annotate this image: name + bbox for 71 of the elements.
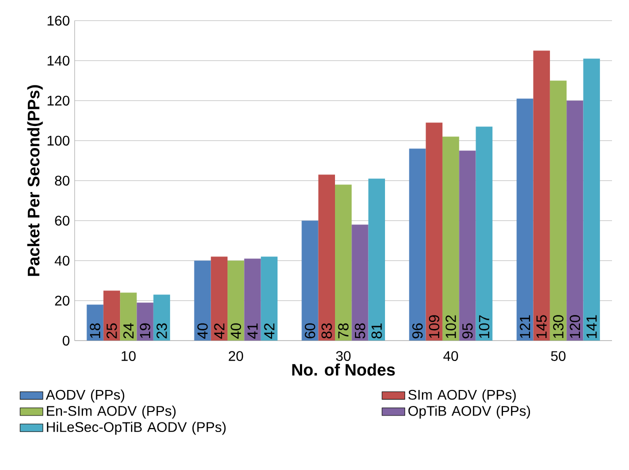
legend-label: AODV (PPs)	[46, 389, 124, 403]
data-label: 41	[248, 323, 258, 339]
bar	[302, 220, 318, 341]
data-label: 18	[90, 323, 100, 338]
data-label: 141	[586, 315, 597, 338]
bar	[318, 174, 335, 341]
data-label: 83	[321, 323, 332, 338]
data-label: 102	[446, 315, 456, 338]
bar	[153, 294, 170, 341]
y-tick-label: 160	[48, 16, 70, 26]
data-label: 121	[520, 315, 530, 338]
bar	[566, 100, 584, 341]
data-label: 109	[428, 315, 440, 338]
bar	[335, 184, 352, 341]
bar	[476, 126, 492, 341]
legend-label: OpTiB AODV (PPs)	[408, 406, 530, 419]
x-tick-label: 20	[228, 351, 244, 361]
bar	[368, 178, 386, 341]
x-tick-label: 40	[443, 351, 458, 361]
bar	[260, 256, 278, 341]
data-label: 60	[304, 323, 316, 338]
bar	[426, 122, 442, 341]
bar	[86, 304, 104, 341]
bar	[352, 224, 368, 341]
data-label: 145	[536, 315, 547, 338]
data-label: 58	[354, 323, 366, 338]
x-axis-title: No. of Nodes	[292, 363, 395, 376]
y-tick-label: 140	[48, 56, 70, 66]
bar	[103, 290, 120, 341]
bar	[136, 302, 154, 341]
data-label: 96	[412, 323, 423, 338]
bar	[244, 258, 261, 341]
data-label: 24	[123, 323, 134, 338]
legend-label: SIm AODV (PPs)	[408, 389, 516, 403]
data-label: 78	[338, 323, 349, 338]
bar	[516, 98, 534, 341]
bar	[194, 260, 211, 341]
x-tick-label: 30	[336, 351, 351, 361]
y-tick-label: 40	[54, 256, 70, 266]
bar	[442, 136, 460, 341]
y-tick-label: 60	[55, 216, 70, 226]
y-tick-label: 20	[55, 296, 70, 306]
data-label: 130	[553, 315, 564, 338]
bar	[533, 50, 550, 341]
bar	[120, 292, 137, 341]
data-label: 40	[197, 323, 208, 339]
data-label: 23	[156, 323, 167, 338]
y-tick-label: 80	[54, 176, 70, 186]
bar	[583, 58, 600, 341]
legend-label: En-SIm AODV (PPs)	[46, 406, 176, 419]
x-tick-label: 50	[551, 351, 566, 361]
y-tick-label: 120	[48, 96, 70, 106]
x-tick-label: 10	[122, 351, 136, 361]
bar	[550, 80, 567, 341]
data-label: 42	[214, 323, 224, 339]
bar	[459, 150, 476, 341]
y-tick-label: 100	[48, 136, 70, 146]
bar	[228, 260, 244, 341]
data-label: 25	[106, 323, 117, 338]
y-tick-label: 0	[62, 336, 70, 346]
data-label: 107	[478, 315, 490, 338]
bar	[409, 148, 426, 341]
bar	[210, 256, 228, 341]
data-label: 120	[570, 315, 580, 338]
data-label: 95	[462, 323, 473, 338]
data-label: 40	[230, 323, 242, 339]
y-axis-title: Packet Per Second(PPs)	[27, 85, 43, 276]
data-label: 19	[140, 323, 150, 338]
legend-label: HiLeSec-OpTiB AODV (PPs)	[46, 422, 226, 435]
data-label: 42	[264, 323, 274, 339]
data-label: 81	[371, 323, 382, 338]
